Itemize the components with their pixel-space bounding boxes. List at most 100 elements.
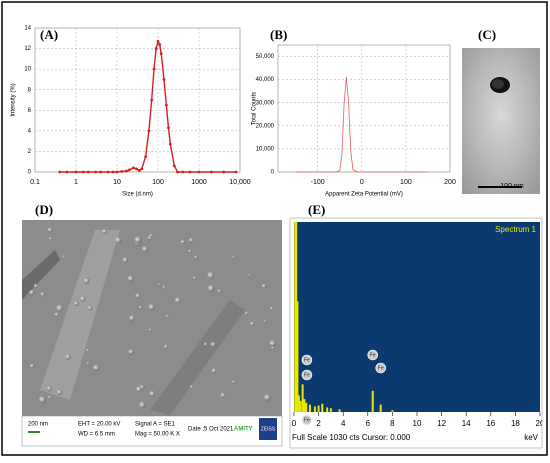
sem-brand: ZEISS [261,426,276,432]
sem-particle [194,255,198,259]
sem-particle [207,271,215,279]
sem-particle [269,340,276,347]
eds-plot: Fe Fe Fe Fe Fe 0 2 4 6 8 10 12 14 16 18 20 Full Scale 10… [292,222,545,442]
sem-particle [269,306,274,311]
y-tick-label: 8 [28,87,32,93]
sem-particles [29,227,276,409]
sem-particle [188,237,194,243]
x-tick-label: 10 [413,419,422,428]
panel-label: (C) [478,27,496,42]
scale-text: 100 nm [500,183,524,190]
sem-particle [207,284,215,293]
data-point [158,43,162,46]
data-point [99,170,103,174]
spectrum-bar [321,403,324,412]
spectrum-bar [299,400,302,412]
data-point [86,170,90,174]
x-tick-label: 14 [462,419,471,428]
panel-label: (D) [35,202,53,217]
spectrum-bar [317,405,320,412]
sem-date: Date :5 Oct 2021 [188,427,234,433]
sem-particle [135,386,142,393]
sem-particle [85,348,90,352]
sem-particle [47,227,53,233]
annotation: Full Scale 1030 cts Cursor: 0.000 [292,433,411,442]
sem-particle [54,312,59,317]
sem-org: AMITY [234,427,253,433]
data-point [58,170,62,174]
sem-particle [101,228,108,235]
sem-particle [232,255,235,259]
y-tick-label: 10,000 [256,146,275,152]
x-tick-label: -100 [311,179,325,186]
sem-particle [141,245,149,253]
y-tick-label: 6 [28,108,32,114]
data-point [144,155,148,158]
data-point [164,103,168,107]
x-tick-label: 0.1 [30,179,40,186]
peak-marker [367,349,379,361]
y-tick-label: 4 [28,128,32,134]
sem-signal: Signal A = SE1 [135,422,176,428]
y-tick-label: 14 [24,26,31,32]
data-point [111,170,115,174]
x-tick-label: 10 [113,179,121,186]
sem-particle [55,304,64,312]
sem-particle [263,394,271,401]
y-axis-label: Total Counts [252,92,258,125]
spectrum-bar [303,399,306,412]
y-tick-label: 10 [24,67,31,73]
data-point [222,170,226,174]
x-tick-label: 2 [316,419,321,428]
sem-particle [190,385,194,389]
y-tick-label: 50,000 [256,54,275,60]
sem-particle [86,361,90,365]
x-tick-label: 200 [444,179,456,186]
data-point [181,170,185,174]
y-tick-label: 12 [24,46,31,52]
sem-particle [33,283,38,288]
sem-particle [128,315,135,322]
sem-particle [138,305,143,310]
sem-particle [73,300,79,307]
sem-particle [127,275,134,282]
spectrum-bar [313,406,316,412]
sem-particle [217,288,222,294]
sem-ridge [22,250,60,300]
sem-ridge [40,230,120,400]
sem-particle [147,235,152,240]
x-axis-label: Size (d.nm) [122,192,153,198]
peak-marker [301,354,313,366]
sem-particle [158,283,161,286]
x-tick-label: 18 [511,419,520,428]
sem-particle [163,344,169,349]
sem-particle [122,257,129,263]
y-axis-label: Intensity (%) [11,83,17,116]
legend-entry: Spectrum 1 [495,225,536,234]
sem-particle [56,389,63,396]
sem-info-bar [21,415,283,447]
tem-image [462,48,540,194]
data-point [152,67,156,71]
sem-particle [114,236,122,244]
sem-particle [192,276,197,280]
x-tick-label: 100 [152,179,164,186]
data-point [162,78,166,81]
data-point [74,170,78,174]
x-tick-label: 8 [390,419,395,428]
sem-particle [149,390,156,397]
x-tick-label: 20 [536,419,545,428]
x-tick-label: 6 [366,419,371,428]
sem-particle [180,239,186,245]
peak-label: Fe [378,365,384,371]
data-line [295,77,428,173]
x-tick-label: 0 [360,179,364,186]
data-point [154,47,158,50]
data-point [176,170,179,174]
spectrum-bar [326,407,329,412]
sem-particle [79,295,86,302]
data-point [140,167,144,171]
sem-particle [47,395,52,400]
y-tick-label: 0 [271,170,275,176]
sem-particle [29,289,35,296]
